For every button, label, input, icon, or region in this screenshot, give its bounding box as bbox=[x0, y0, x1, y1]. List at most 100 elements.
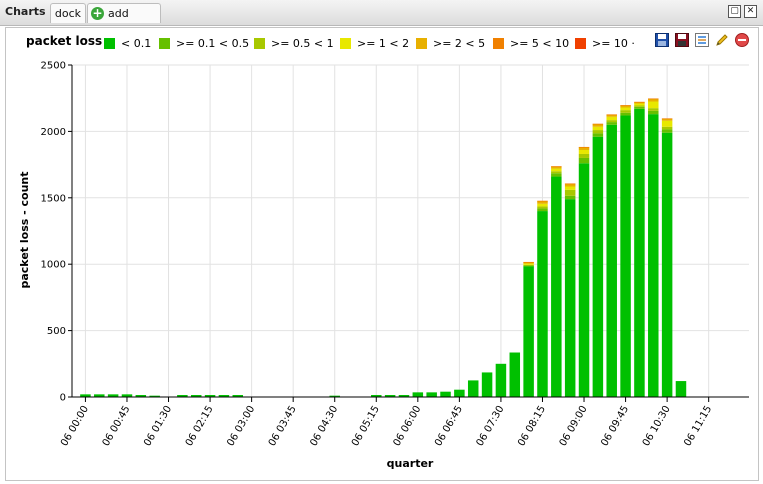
bar-segment[interactable] bbox=[592, 123, 604, 125]
bar-segment[interactable] bbox=[204, 395, 216, 397]
bar-segment[interactable] bbox=[606, 116, 617, 121]
bar-segment[interactable] bbox=[620, 107, 631, 111]
bar-segment[interactable] bbox=[177, 395, 188, 397]
bar-segment[interactable] bbox=[661, 126, 673, 130]
bar-segment[interactable] bbox=[578, 157, 590, 164]
bar-segment[interactable] bbox=[537, 203, 548, 207]
bar-segment[interactable] bbox=[606, 124, 617, 397]
bar-segment[interactable] bbox=[523, 266, 534, 397]
bar-segment[interactable] bbox=[592, 130, 604, 134]
bar-segment[interactable] bbox=[620, 115, 631, 398]
bar-segment[interactable] bbox=[634, 101, 645, 103]
bar-segment[interactable] bbox=[661, 129, 673, 133]
bar-segment[interactable] bbox=[661, 118, 673, 121]
maximize-button[interactable]: ▢ bbox=[728, 5, 741, 18]
bar-segment[interactable] bbox=[523, 261, 534, 263]
y-tick-label: 2000 bbox=[41, 127, 66, 138]
bar-segment[interactable] bbox=[398, 395, 410, 397]
bar-segment[interactable] bbox=[523, 265, 534, 267]
bar-segment[interactable] bbox=[578, 146, 590, 148]
bar-segment[interactable] bbox=[648, 114, 659, 398]
bar-segment[interactable] bbox=[509, 352, 521, 397]
bar-segment[interactable] bbox=[578, 147, 590, 150]
bar-segment[interactable] bbox=[592, 133, 604, 137]
bar-segment[interactable] bbox=[135, 395, 147, 397]
bar-segment[interactable] bbox=[661, 132, 673, 397]
bar-segment[interactable] bbox=[564, 189, 576, 196]
close-button[interactable]: ✕ bbox=[744, 5, 757, 18]
bar-segment[interactable] bbox=[592, 124, 604, 127]
edit-icon[interactable] bbox=[715, 33, 729, 47]
bar-segment[interactable] bbox=[481, 372, 493, 397]
bar-segment[interactable] bbox=[592, 136, 604, 397]
bar-segment[interactable] bbox=[412, 392, 424, 397]
bar-segment[interactable] bbox=[620, 112, 631, 116]
bar-segment[interactable] bbox=[523, 263, 534, 265]
bar-segment[interactable] bbox=[634, 102, 645, 104]
add-chart-tab[interactable]: + add chart bbox=[87, 3, 161, 39]
bar-segment[interactable] bbox=[149, 395, 160, 397]
bar-segment[interactable] bbox=[578, 163, 590, 397]
bar-segment[interactable] bbox=[661, 120, 673, 127]
bar-segment[interactable] bbox=[578, 149, 590, 154]
bar-segment[interactable] bbox=[551, 171, 562, 174]
bar-segment[interactable] bbox=[537, 200, 548, 202]
bar-segment[interactable] bbox=[94, 394, 105, 397]
bar-segment[interactable] bbox=[564, 195, 576, 200]
bar-segment[interactable] bbox=[606, 114, 617, 117]
bar-segment[interactable] bbox=[648, 98, 659, 100]
bar-segment[interactable] bbox=[440, 391, 451, 397]
bar-segment[interactable] bbox=[634, 105, 645, 107]
bar-segment[interactable] bbox=[564, 183, 576, 187]
bar-segment[interactable] bbox=[606, 120, 617, 123]
bar-segment[interactable] bbox=[537, 211, 548, 397]
bar-segment[interactable] bbox=[634, 108, 645, 397]
bar-segment[interactable] bbox=[648, 110, 659, 115]
bar-segment[interactable] bbox=[495, 363, 507, 397]
bar-segment[interactable] bbox=[218, 395, 230, 397]
bar-segment[interactable] bbox=[675, 381, 687, 397]
bar-segment[interactable] bbox=[454, 389, 465, 397]
bar-segment[interactable] bbox=[523, 262, 534, 264]
bar-segment[interactable] bbox=[551, 173, 562, 177]
bar-segment[interactable] bbox=[80, 394, 91, 397]
tab-dock[interactable]: dock bbox=[50, 3, 86, 23]
bar-segment[interactable] bbox=[467, 380, 479, 397]
bar-segment[interactable] bbox=[564, 183, 576, 185]
bar-segment[interactable] bbox=[537, 206, 548, 209]
bar-segment[interactable] bbox=[121, 394, 133, 397]
bar-segment[interactable] bbox=[634, 106, 645, 109]
bar-segment[interactable] bbox=[606, 114, 617, 116]
bar-segment[interactable] bbox=[648, 101, 659, 109]
bar-segment[interactable] bbox=[537, 208, 548, 212]
bar-segment[interactable] bbox=[634, 103, 645, 106]
bar-segment[interactable] bbox=[426, 392, 437, 397]
bar-segment[interactable] bbox=[551, 176, 562, 397]
save-icon[interactable] bbox=[655, 33, 669, 47]
bar-segment[interactable] bbox=[606, 122, 617, 125]
bar-segment[interactable] bbox=[564, 186, 576, 190]
bar-segment[interactable] bbox=[523, 264, 534, 266]
bar-segment[interactable] bbox=[190, 395, 202, 397]
bar-segment[interactable] bbox=[620, 105, 631, 106]
bar-segment[interactable] bbox=[551, 166, 562, 167]
bar-segment[interactable] bbox=[620, 105, 631, 108]
bar-segment[interactable] bbox=[564, 199, 576, 397]
bar-segment[interactable] bbox=[371, 395, 382, 397]
remove-icon[interactable] bbox=[735, 33, 749, 47]
bar-segment[interactable] bbox=[537, 201, 548, 204]
bar-segment[interactable] bbox=[648, 108, 659, 111]
bar-segment[interactable] bbox=[551, 168, 562, 172]
bar-segment[interactable] bbox=[648, 98, 659, 102]
bar-segment[interactable] bbox=[592, 126, 604, 131]
bar-segment[interactable] bbox=[551, 166, 562, 169]
bar-segment[interactable] bbox=[384, 395, 396, 397]
bar-segment[interactable] bbox=[620, 110, 631, 113]
bar-segment[interactable] bbox=[232, 395, 244, 397]
save-as-icon[interactable] bbox=[675, 33, 689, 47]
bar-segment[interactable] bbox=[329, 395, 340, 397]
bar-segment[interactable] bbox=[578, 153, 590, 158]
bar-segment[interactable] bbox=[661, 118, 673, 120]
bar-segment[interactable] bbox=[107, 394, 119, 397]
settings-icon[interactable] bbox=[695, 33, 709, 47]
